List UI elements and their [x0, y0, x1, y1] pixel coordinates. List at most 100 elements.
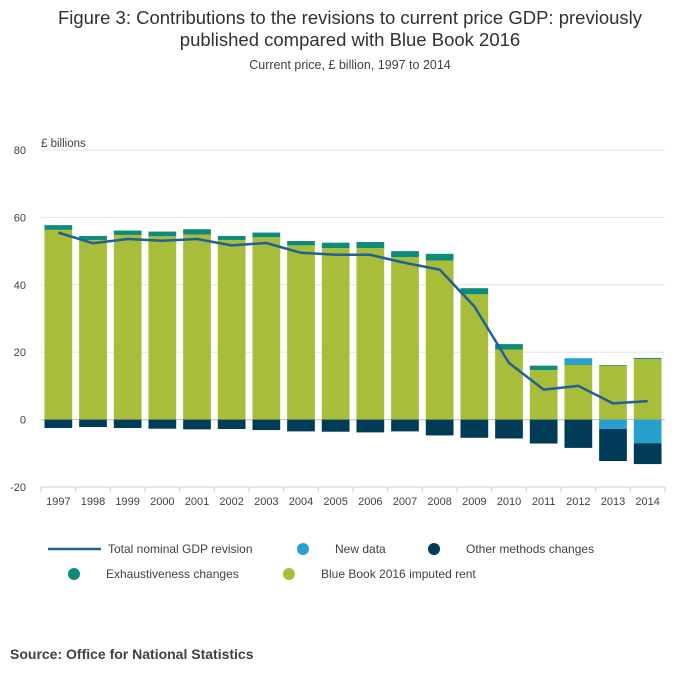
y-tick-label: -20: [10, 482, 26, 494]
bar-exhaustiveness-changes-1999: [113, 230, 142, 235]
legend-swatch-other-methods-changes: [428, 543, 440, 555]
x-tick-label: 1998: [81, 496, 105, 508]
bar-blue-book-2016-imputed-rent-2006: [356, 248, 385, 420]
bar-blue-book-2016-imputed-rent-2013: [599, 365, 627, 420]
bar-exhaustiveness-changes-1997: [44, 225, 73, 230]
bar-new-data-2014: [633, 419, 662, 444]
bar-exhaustiveness-changes-1998: [79, 235, 107, 240]
bar-exhaustiveness-changes-2008: [425, 253, 454, 261]
legend-swatch-new-data: [297, 543, 309, 555]
bar-exhaustiveness-changes-2010: [495, 344, 523, 350]
x-tick-label: 2012: [566, 496, 590, 508]
y-tick-label: 40: [14, 280, 26, 292]
legend-swatch-blue-book-2016-imputed-rent: [283, 568, 295, 580]
bar-other-methods-changes-1997: [44, 419, 73, 429]
x-tick-label: 2004: [289, 496, 313, 508]
y-axis-unit-label: £ billions: [41, 138, 86, 150]
chart-title-line-1: Figure 3: Contributions to the revisions…: [58, 7, 643, 28]
line-series: [57, 231, 648, 405]
bar-exhaustiveness-changes-2011: [529, 365, 558, 371]
bar-blue-book-2016-imputed-rent-2008: [425, 260, 454, 420]
y-tick-label: 80: [14, 145, 26, 157]
bar-other-methods-changes-2007: [391, 419, 419, 432]
bar-other-methods-changes-1998: [79, 419, 107, 428]
legend: Total nominal GDP revision New data Other …: [48, 542, 594, 581]
legend-swatch-exhaustiveness-changes: [68, 568, 80, 580]
bar-other-methods-changes-2004: [287, 419, 315, 432]
bar-blue-book-2016-imputed-rent-2012: [564, 365, 593, 420]
x-tick-label: 2006: [358, 496, 382, 508]
bar-exhaustiveness-changes-2005: [321, 242, 350, 249]
bar-other-methods-changes-2008: [425, 419, 454, 436]
bar-exhaustiveness-changes-2006: [356, 242, 385, 249]
y-tick-label: 20: [14, 347, 26, 359]
bar-other-methods-changes-2006: [356, 419, 385, 433]
y-tick-label: 60: [14, 212, 26, 224]
bar-other-methods-changes-2011: [529, 419, 558, 444]
bar-exhaustiveness-changes-2002: [217, 235, 246, 240]
bar-other-methods-changes-2001: [183, 419, 211, 430]
bar-blue-book-2016-imputed-rent-2009: [460, 294, 489, 420]
x-tick-label: 2000: [150, 496, 174, 508]
bar-exhaustiveness-changes-2013: [599, 365, 627, 366]
bar-blue-book-2016-imputed-rent-1999: [113, 234, 142, 420]
bar-blue-book-2016-imputed-rent-2001: [183, 234, 211, 420]
bar-blue-book-2016-imputed-rent-2005: [321, 248, 350, 420]
x-tick-label: 2001: [185, 496, 209, 508]
source-note: Source: Office for National Statistics: [10, 646, 254, 662]
bar-other-methods-changes-1999: [113, 419, 142, 429]
bar-exhaustiveness-changes-2003: [252, 232, 281, 238]
x-tick-label: 2011: [532, 496, 556, 508]
bar-other-methods-changes-2003: [252, 419, 281, 431]
x-tick-label: 2010: [497, 496, 521, 508]
bar-other-methods-changes-2014: [633, 443, 662, 465]
bar-exhaustiveness-changes-2014: [633, 357, 662, 359]
y-tick-label: 0: [20, 415, 26, 427]
bar-new-data-2013: [599, 419, 627, 430]
legend-label-total-nominal-gdp-revision: Total nominal GDP revision: [108, 542, 253, 556]
x-tick-label: 2002: [219, 496, 243, 508]
bar-blue-book-2016-imputed-rent-1997: [44, 229, 73, 420]
bar-blue-book-2016-imputed-rent-2010: [495, 349, 523, 420]
bar-new-data-2012: [564, 358, 593, 365]
bar-blue-book-2016-imputed-rent-2002: [217, 239, 246, 420]
bar-other-methods-changes-2010: [495, 419, 523, 439]
legend-label-new-data: New data: [335, 542, 386, 556]
bar-exhaustiveness-changes-2007: [391, 251, 419, 258]
bar-blue-book-2016-imputed-rent-2014: [633, 358, 662, 420]
chart-title-line-2: published compared with Blue Book 2016: [180, 29, 520, 50]
x-tick-label: 1997: [46, 496, 70, 508]
x-tick-label: 2003: [254, 496, 278, 508]
x-tick-label: 2005: [323, 496, 347, 508]
bar-other-methods-changes-2000: [148, 419, 177, 429]
bar-exhaustiveness-changes-2012: [564, 364, 593, 366]
bar-blue-book-2016-imputed-rent-2011: [529, 370, 558, 420]
x-axis: 1997 1998 1999 2000 2001 2002 2003 2004 2005 2006…: [40, 486, 666, 508]
chart-subtitle: Current price, £ billion, 1997 to 2014: [249, 58, 451, 72]
legend-label-other-methods-changes: Other methods changes: [466, 542, 594, 556]
bar-other-methods-changes-2012: [564, 419, 593, 448]
legend-label-exhaustiveness-changes: Exhaustiveness changes: [106, 567, 239, 581]
line-total-nominal-gdp-revision: [57, 231, 648, 405]
x-tick-label: 2014: [635, 496, 659, 508]
bar-blue-book-2016-imputed-rent-2007: [391, 257, 419, 420]
legend-label-blue-book-2016-imputed-rent: Blue Book 2016 imputed rent: [321, 567, 476, 581]
x-tick-label: 1999: [115, 496, 139, 508]
bar-other-methods-changes-2009: [460, 419, 489, 438]
bar-other-methods-changes-2005: [321, 419, 350, 432]
bar-blue-book-2016-imputed-rent-2000: [148, 236, 177, 420]
bar-exhaustiveness-changes-2000: [148, 231, 177, 237]
bar-exhaustiveness-changes-2001: [183, 229, 211, 235]
bar-exhaustiveness-changes-2004: [287, 240, 315, 246]
bars: [44, 225, 662, 465]
bar-blue-book-2016-imputed-rent-2004: [287, 245, 315, 420]
bar-other-methods-changes-2002: [217, 419, 246, 430]
x-tick-label: 2007: [393, 496, 417, 508]
x-tick-label: 2009: [462, 496, 486, 508]
x-tick-label: 2013: [601, 496, 625, 508]
bar-other-methods-changes-2013: [599, 429, 627, 462]
bar-blue-book-2016-imputed-rent-2003: [252, 237, 281, 420]
bar-exhaustiveness-changes-2009: [460, 288, 489, 295]
bar-blue-book-2016-imputed-rent-1998: [79, 239, 107, 420]
